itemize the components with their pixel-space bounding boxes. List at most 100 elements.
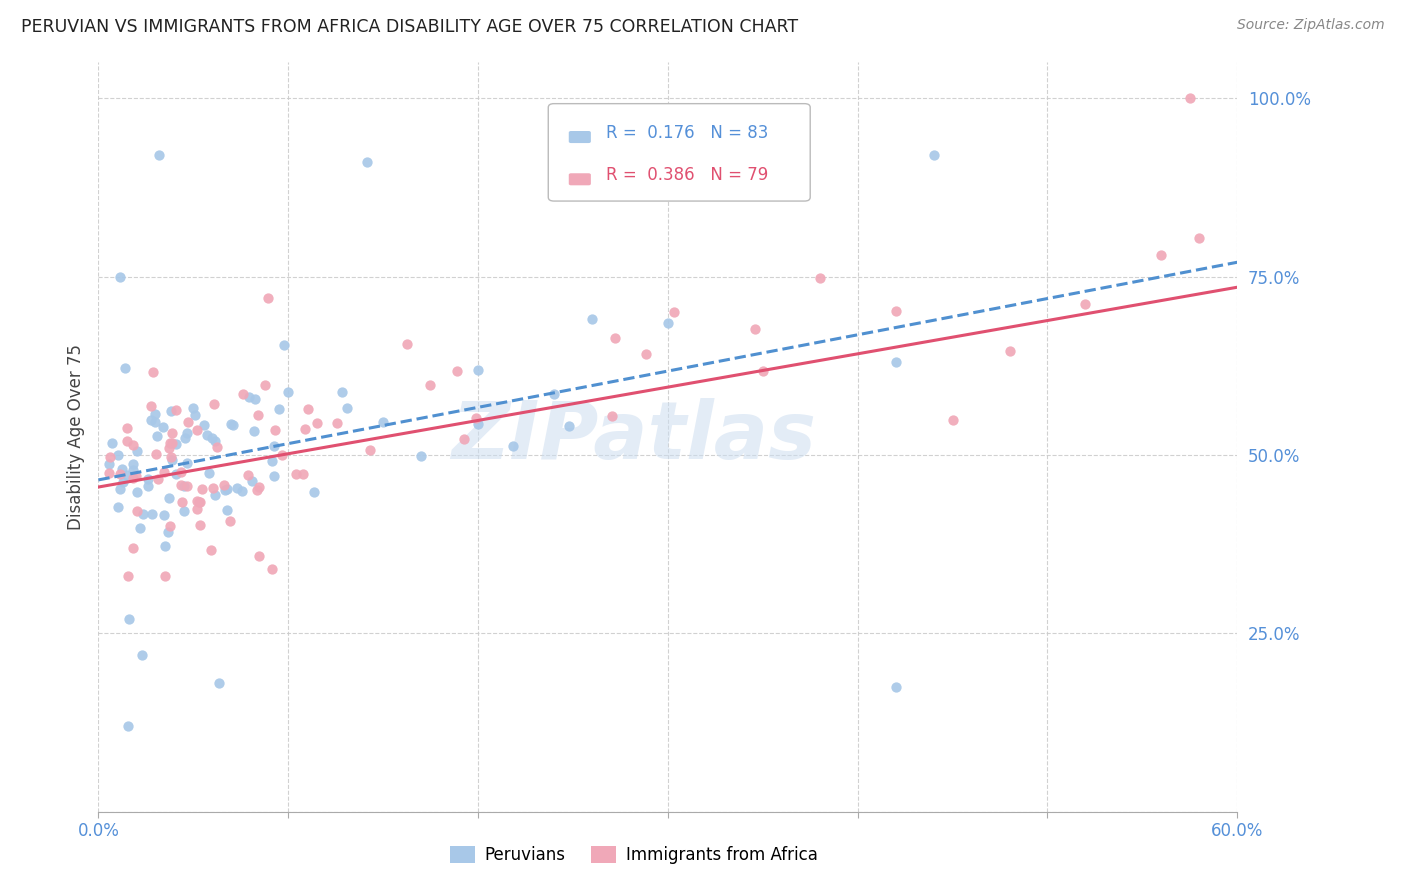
Point <box>247 480 270 494</box>
Point <box>356 155 378 169</box>
Point <box>245 392 267 406</box>
Point <box>122 471 145 485</box>
Point <box>191 483 214 497</box>
Point <box>219 417 242 432</box>
Point <box>581 311 603 326</box>
Point <box>884 355 907 369</box>
Point <box>257 291 280 305</box>
Point <box>198 466 221 480</box>
Point <box>142 365 165 379</box>
Point <box>165 467 187 482</box>
Point <box>111 475 134 489</box>
Point <box>170 478 193 492</box>
Point <box>231 484 253 499</box>
Point <box>359 443 381 458</box>
Point <box>600 409 623 423</box>
Point <box>240 474 263 488</box>
Point <box>145 428 167 442</box>
Point <box>152 419 174 434</box>
Point <box>285 467 308 482</box>
Point <box>464 410 486 425</box>
Point <box>190 517 212 532</box>
Point <box>226 481 249 495</box>
Point <box>173 504 195 518</box>
Point <box>411 449 433 463</box>
Point <box>273 338 295 352</box>
Point <box>186 502 208 516</box>
Point <box>744 321 766 335</box>
Point <box>419 377 441 392</box>
Point <box>808 271 831 285</box>
Point <box>98 450 121 464</box>
Point <box>115 421 138 435</box>
Point <box>396 337 419 351</box>
Point <box>267 402 290 417</box>
Point <box>200 431 222 445</box>
Point <box>236 467 259 482</box>
Point <box>307 416 329 430</box>
Point <box>129 521 152 535</box>
Point <box>97 466 120 480</box>
Point <box>200 543 222 558</box>
Point <box>204 434 226 448</box>
FancyBboxPatch shape <box>569 131 591 143</box>
Point <box>132 507 155 521</box>
Point <box>446 363 468 377</box>
Point <box>131 648 153 662</box>
Point <box>260 562 283 576</box>
Text: Source: ZipAtlas.com: Source: ZipAtlas.com <box>1237 18 1385 32</box>
Point <box>122 438 145 452</box>
Point <box>157 491 180 505</box>
Point <box>136 471 159 485</box>
Point <box>201 481 224 495</box>
Legend: Peruvians, Immigrants from Africa: Peruvians, Immigrants from Africa <box>443 839 824 871</box>
Point <box>145 447 167 461</box>
Point <box>264 423 287 437</box>
Point <box>467 417 489 431</box>
Point <box>153 569 176 583</box>
Point <box>136 479 159 493</box>
Point <box>243 425 266 439</box>
Point <box>202 397 225 411</box>
Point <box>217 503 239 517</box>
Point <box>263 439 285 453</box>
Point <box>181 401 204 416</box>
Point <box>143 415 166 429</box>
Point <box>107 500 129 514</box>
Point <box>141 507 163 521</box>
Point <box>998 344 1021 359</box>
Point <box>304 485 326 500</box>
Point <box>125 504 148 518</box>
Point <box>159 519 181 533</box>
Point <box>942 413 965 427</box>
Point <box>160 404 183 418</box>
Point <box>467 363 489 377</box>
Point <box>246 408 269 422</box>
Point <box>108 269 131 284</box>
Y-axis label: Disability Age Over 75: Disability Age Over 75 <box>66 344 84 530</box>
Point <box>160 426 183 441</box>
Point <box>270 448 292 462</box>
Point <box>139 413 162 427</box>
Point <box>277 384 299 399</box>
Point <box>657 316 679 330</box>
Point <box>186 494 208 508</box>
Point <box>160 436 183 450</box>
Point <box>100 435 122 450</box>
Point <box>125 443 148 458</box>
Point <box>336 401 359 415</box>
Point <box>148 148 170 162</box>
Text: R =  0.386   N = 79: R = 0.386 N = 79 <box>606 166 769 184</box>
Point <box>752 364 775 378</box>
Point <box>111 461 134 475</box>
Point <box>212 478 235 492</box>
Point <box>117 434 139 449</box>
FancyBboxPatch shape <box>548 103 810 201</box>
Point <box>117 719 139 733</box>
Point <box>263 468 285 483</box>
Point <box>173 431 195 445</box>
Point <box>153 508 176 523</box>
Point <box>176 425 198 440</box>
Point <box>143 407 166 421</box>
Point <box>208 676 231 690</box>
